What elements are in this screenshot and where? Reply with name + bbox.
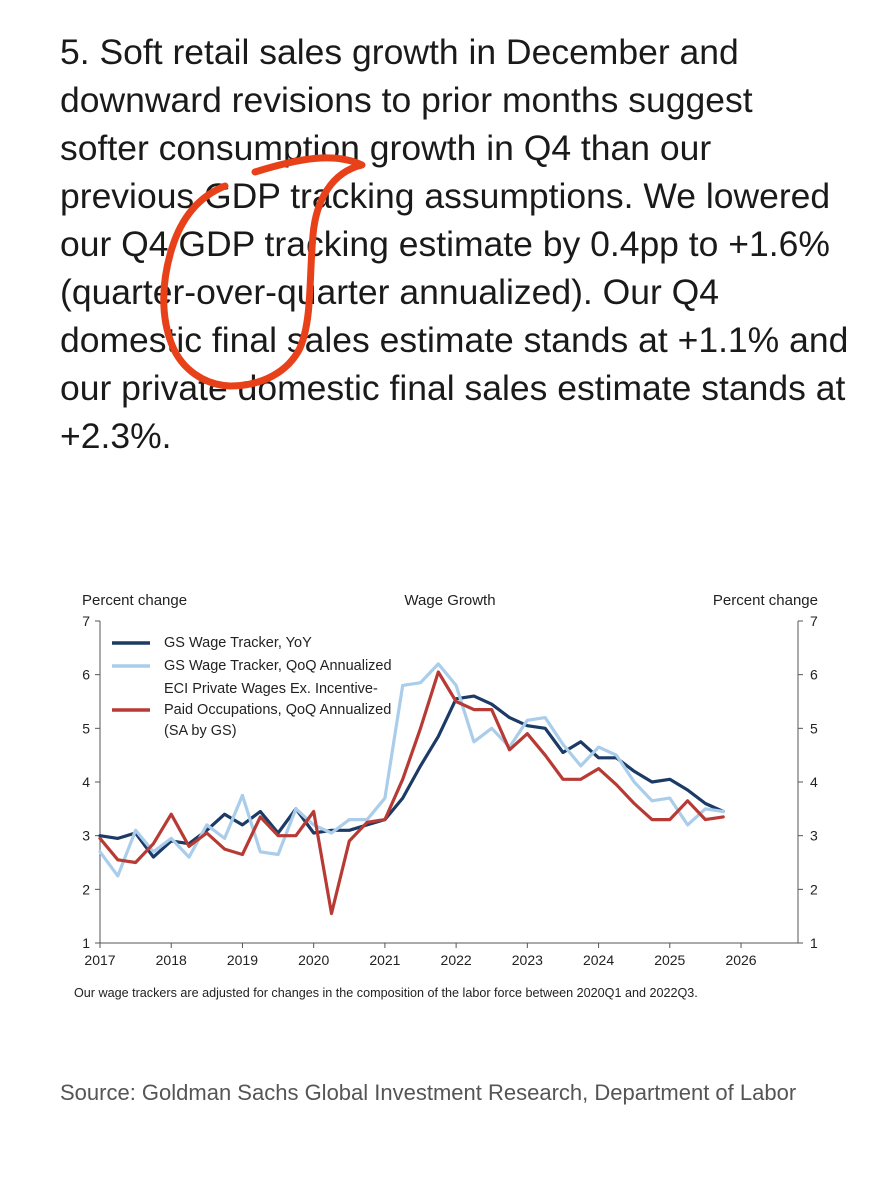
series-lines	[98, 662, 725, 916]
y-tick-label-right: 4	[810, 774, 818, 790]
legend-label-2: (SA by GS)	[164, 723, 237, 739]
x-tick-label: 2025	[654, 952, 685, 968]
y-tick-label-left: 3	[82, 828, 90, 844]
y-tick-label-right: 5	[810, 720, 818, 736]
y-tick-label-left: 7	[82, 613, 90, 629]
x-tick-label: 2021	[369, 952, 400, 968]
chart-legend: GS Wage Tracker, YoY GS Wage Tracker, QoQ…	[112, 635, 392, 739]
y-tick-label-left: 4	[82, 774, 90, 790]
legend-label-2: Paid Occupations, QoQ Annualized	[164, 702, 391, 718]
y-tick-label-right: 3	[810, 828, 818, 844]
y-tick-label-left: 6	[82, 667, 90, 683]
y-tick-label-left: 5	[82, 720, 90, 736]
legend-label-1: GS Wage Tracker, QoQ Annualized	[164, 658, 392, 674]
y-tick-label-right: 1	[810, 935, 818, 951]
x-tick-label: 2023	[512, 952, 543, 968]
legend-label-0: GS Wage Tracker, YoY	[164, 635, 312, 651]
y-axis-label-right: Percent change	[713, 592, 818, 609]
series-line-1	[98, 662, 725, 878]
commentary-paragraph: 5. Soft retail sales growth in December …	[60, 32, 849, 456]
y-tick-label-left: 1	[82, 935, 90, 951]
chart-axes: 1 1 2 2 3 3 4 4 5 5 6 6 7 7 2017 2018 2019 2020 2021 2022 20…	[82, 613, 818, 968]
y-tick-label-right: 2	[810, 881, 818, 897]
chart-title: Wage Growth	[404, 592, 495, 609]
y-tick-label-left: 2	[82, 881, 90, 897]
source-note: Source: Goldman Sachs Global Investment …	[60, 1080, 797, 1105]
x-tick-label: 2020	[298, 952, 329, 968]
legend-label-2: ECI Private Wages Ex. Incentive-	[164, 681, 378, 697]
chart-footnote: Our wage trackers are adjusted for chang…	[74, 986, 698, 1000]
x-tick-label: 2018	[156, 952, 187, 968]
x-tick-label: 2024	[583, 952, 614, 968]
series-line-2	[98, 670, 725, 916]
y-tick-label-right: 7	[810, 613, 818, 629]
x-tick-label: 2019	[227, 952, 258, 968]
x-tick-label: 2026	[725, 952, 756, 968]
y-axis-label-left: Percent change	[82, 592, 187, 609]
wage-growth-chart: Wage Growth Percent change Percent chang…	[74, 592, 818, 1000]
x-tick-label: 2017	[84, 952, 115, 968]
x-tick-label: 2022	[441, 952, 472, 968]
y-tick-label-right: 6	[810, 667, 818, 683]
